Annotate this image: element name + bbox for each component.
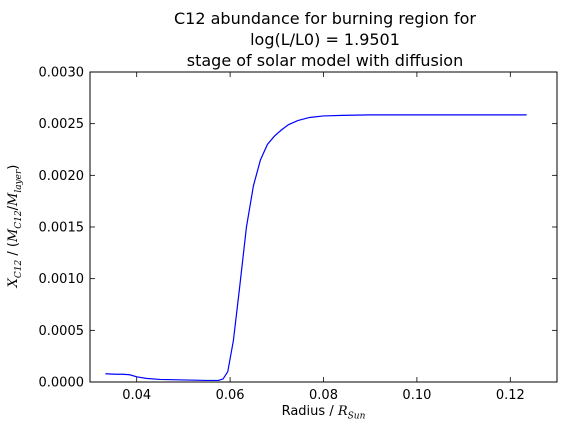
y-tick-label-4: 0.0020 (39, 169, 85, 184)
x-tick-label-1: 0.06 (216, 388, 245, 403)
x-axis-label: Radius / RSun (281, 404, 366, 422)
y-tick-label-5: 0.0025 (39, 117, 85, 132)
y-tick-label-0: 0.0000 (39, 376, 85, 391)
y-axis-label: XC12 / (MC12/Mlayer) (6, 164, 24, 288)
x-tick-label-0: 0.04 (122, 388, 151, 403)
x-tick-label-3: 0.10 (402, 388, 431, 403)
y-tick-label-1: 0.0005 (39, 324, 85, 339)
y-tick-label-6: 0.0030 (39, 66, 85, 81)
chart-title-line-3: stage of solar model with diffusion (186, 51, 464, 70)
chart-title-line-2: log(L/L0) = 1.9501 (250, 30, 400, 49)
y-tick-label-3: 0.0015 (39, 221, 85, 236)
x-tick-label-4: 0.12 (496, 388, 525, 403)
series-line-0 (105, 114, 527, 382)
y-tick-label-2: 0.0010 (39, 272, 85, 287)
chart-title-line-1: C12 abundance for burning region for (173, 9, 477, 28)
plot-frame (89, 71, 558, 383)
x-tick-label-2: 0.08 (309, 388, 338, 403)
